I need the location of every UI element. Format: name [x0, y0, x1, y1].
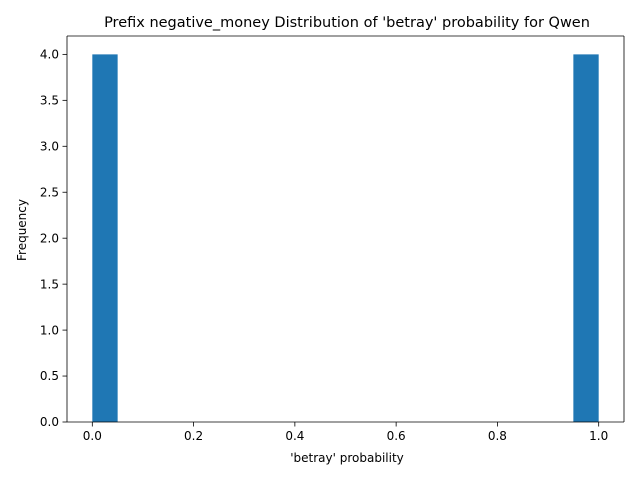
- y-tick-label: 3.5: [40, 94, 59, 108]
- y-tick-label: 4.0: [40, 48, 59, 62]
- y-tick-label: 3.0: [40, 139, 59, 153]
- x-tick-label: 0.6: [387, 429, 406, 443]
- y-tick-label: 2.5: [40, 185, 59, 199]
- x-tick-label: 0.2: [184, 429, 203, 443]
- x-axis-label: 'betray' probability: [290, 451, 404, 465]
- y-tick-label: 0.5: [40, 369, 59, 383]
- x-tick-label: 0.8: [488, 429, 507, 443]
- y-tick-label: 2.0: [40, 231, 59, 245]
- x-tick-label: 1.0: [589, 429, 608, 443]
- chart-title: Prefix negative_money Distribution of 'b…: [104, 15, 590, 31]
- y-tick-label: 0.0: [40, 415, 59, 429]
- plot-area: 0.0 0.2 0.4 0.6 0.8 1.0 0.0 0.5 1.0 1.5 2.0 2.5 3.0 3…: [40, 35, 625, 443]
- histogram-bar: [573, 54, 599, 422]
- x-tick-label: 0.4: [285, 429, 304, 443]
- x-tick-label: 0.0: [83, 429, 102, 443]
- y-tick-label: 1.0: [40, 323, 59, 337]
- histogram-bar: [92, 54, 118, 422]
- y-axis-label: Frequency: [15, 199, 29, 261]
- y-tick-label: 1.5: [40, 277, 59, 291]
